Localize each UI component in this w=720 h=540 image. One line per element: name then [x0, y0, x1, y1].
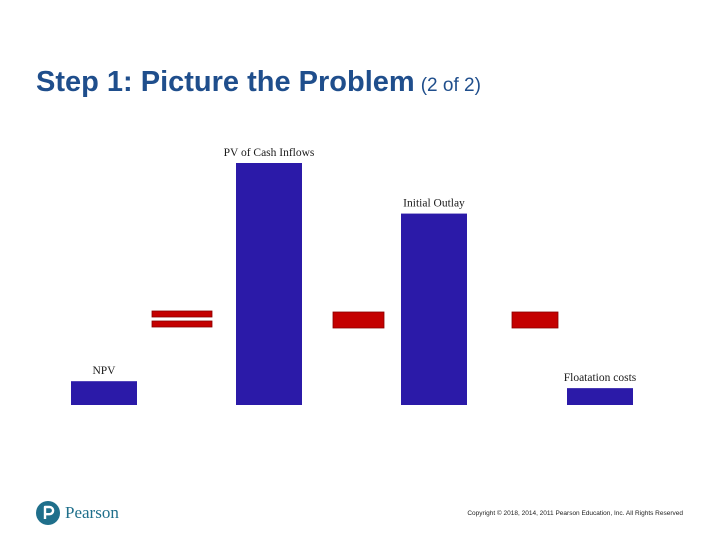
bar-npv: [71, 381, 137, 405]
minus-sign-2: [511, 311, 559, 329]
pearson-wordmark: Pearson: [65, 503, 119, 522]
equals-sign: [151, 310, 213, 328]
bar-pv-of-cash-inflows: [236, 163, 302, 405]
slide-title-main: Step 1: Picture the Problem: [36, 66, 415, 98]
pearson-p-icon: [36, 501, 60, 525]
slide-title: Step 1: Picture the Problem (2 of 2): [36, 66, 481, 99]
pearson-logo: Pearson: [36, 501, 119, 525]
slide-subtitle: (2 of 2): [420, 75, 481, 96]
bar-initial-outlay: [401, 213, 467, 405]
bar-label-floatation-costs: Floatation costs: [564, 372, 637, 384]
copyright-notice: Copyright © 2018, 2014, 2011 Pearson Edu…: [467, 510, 683, 517]
bar-floatation-costs: [567, 388, 633, 405]
minus-sign-1: [332, 311, 385, 329]
bar-label-pv-of-cash-inflows: PV of Cash Inflows: [224, 147, 315, 159]
bar-label-initial-outlay: Initial Outlay: [403, 198, 465, 210]
bar-label-npv: NPV: [92, 365, 116, 377]
